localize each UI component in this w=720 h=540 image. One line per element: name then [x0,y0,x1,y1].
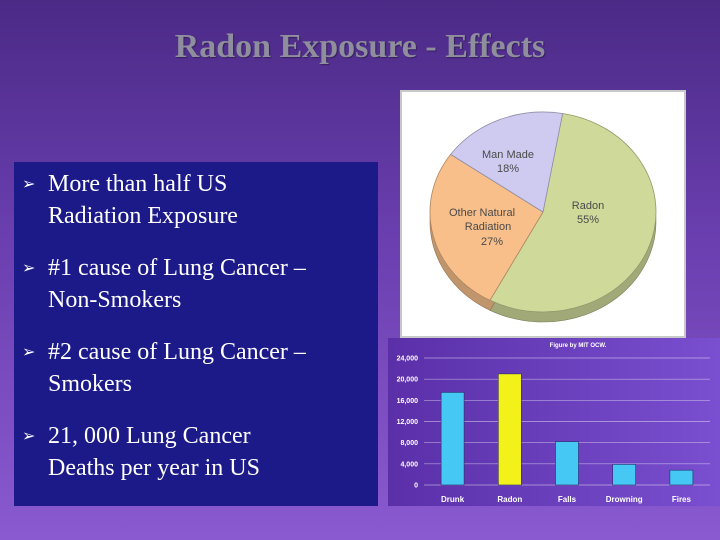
pie-slice [489,113,657,313]
y-tick-label: 24,000 [397,356,419,363]
bullet-panel: ➢ More than half US Radiation Exposure ➢… [14,162,378,506]
bullet-item: ➢ #1 cause of Lung Cancer – Non-Smokers [22,252,368,316]
slice-value-radon: 55% [577,214,599,226]
pie-chart-panel: Radon 55% Other Natural Radiation 27% Ma… [400,90,686,338]
bullet-line: #2 cause of Lung Cancer – [48,339,306,365]
bar-fires [669,469,694,486]
slice-label-radon: Radon [572,200,604,212]
slice-label-radiation: Radiation [465,221,511,233]
bar-chart-panel: Figure by MIT OCW. 0 4,000 8,000 12,000 16,0… [388,338,720,506]
bullet-line: #1 cause of Lung Cancer – [48,255,306,281]
bullet-line: 21, 000 Lung Cancer [48,423,251,449]
bar-radon [498,373,522,486]
bullet-line: Non-Smokers [48,287,182,313]
bullet-item: ➢ More than half US Radiation Exposure [22,168,368,232]
y-tick-label: 8,000 [400,440,418,447]
x-category-label: Falls [558,495,577,504]
bar-chart: Figure by MIT OCW. 0 4,000 8,000 12,000 16,0… [397,343,710,504]
x-category-label: Fires [672,495,692,504]
y-tick-label: 0 [414,483,418,490]
y-tick-label: 20,000 [397,377,419,384]
y-tick-label: 4,000 [400,461,418,468]
arrow-bullet-icon: ➢ [22,258,36,277]
y-tick-label: 12,000 [397,419,419,426]
bullet-item: ➢ 21, 000 Lung Cancer Deaths per year in… [22,420,368,484]
figure-credit: Figure by MIT OCW. [550,343,607,349]
arrow-bullet-icon: ➢ [22,174,36,193]
bar-drowning [612,464,636,486]
pie-slice [450,111,564,213]
bullet-line: More than half US [48,171,228,197]
bar-falls [555,441,579,486]
pie-slice [429,153,544,301]
slice-label-other-natural: Other Natural [449,207,515,219]
slice-value-other-natural: 27% [481,236,503,248]
x-category-label: Drowning [606,495,643,504]
arrow-bullet-icon: ➢ [22,342,36,361]
pie-chart: Radon 55% Other Natural Radiation 27% Ma… [429,111,657,323]
slice-value-man-made: 18% [497,163,519,175]
bullet-line: Deaths per year in US [48,455,260,481]
bar-drunk [440,392,465,486]
slide-title: Radon Exposure - Effects [174,28,546,65]
bullet-line: Smokers [48,371,132,397]
x-category-label: Drunk [441,495,465,504]
slice-label-man-made: Man Made [482,149,534,161]
arrow-bullet-icon: ➢ [22,426,36,445]
bullet-item: ➢ #2 cause of Lung Cancer – Smokers [22,336,368,400]
bullet-line: Radiation Exposure [48,203,238,229]
y-tick-label: 16,000 [397,398,419,405]
x-category-label: Radon [497,495,522,504]
